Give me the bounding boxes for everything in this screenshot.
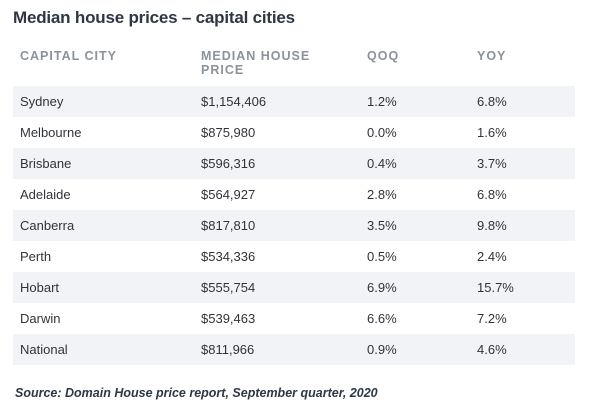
city-cell: Canberra xyxy=(20,218,75,233)
yoy-cell: 7.2% xyxy=(477,311,507,326)
table-row: Adelaide $564,927 2.8% 6.8% xyxy=(13,179,575,210)
column-header-yoy-text: YOY xyxy=(477,49,507,63)
table-row: Canberra $817,810 3.5% 9.8% xyxy=(13,210,575,241)
column-header-capital-city: CAPITAL CITY xyxy=(20,49,117,63)
price-cell: $596,316 xyxy=(201,156,256,171)
qoq-cell: 6.6% xyxy=(367,311,397,326)
column-header-qoq: QOQ xyxy=(367,49,399,63)
qoq-cell: 0.0% xyxy=(367,125,397,140)
table-header-row: CAPITAL CITY MEDIAN HOUSE PRICE QOQ YOY xyxy=(13,46,575,86)
table-row: Brisbane $596,316 0.4% 3.7% xyxy=(13,148,575,179)
yoy-cell: 1.6% xyxy=(477,125,507,140)
column-header-median-price-line1: MEDIAN HOUSE xyxy=(201,49,311,63)
table-row: Hobart $555,754 6.9% 15.7% xyxy=(13,272,575,303)
qoq-cell: 0.4% xyxy=(367,156,397,171)
qoq-cell: 0.5% xyxy=(367,249,397,264)
qoq-cell: 0.9% xyxy=(367,342,397,357)
city-cell: Sydney xyxy=(20,94,64,109)
qoq-cell: 3.5% xyxy=(367,218,397,233)
price-table: CAPITAL CITY MEDIAN HOUSE PRICE QOQ YOY … xyxy=(13,46,575,365)
column-header-median-house-price: MEDIAN HOUSE PRICE xyxy=(201,49,310,77)
price-cell: $534,336 xyxy=(201,249,256,264)
table-row: Melbourne $875,980 0.0% 1.6% xyxy=(13,117,575,148)
column-header-capital-city-text: CAPITAL CITY xyxy=(20,49,117,63)
table-row: Darwin $539,463 6.6% 7.2% xyxy=(13,303,575,334)
column-header-median-price-line2: PRICE xyxy=(201,63,245,77)
price-cell: $817,810 xyxy=(201,218,256,233)
column-header-yoy: YOY xyxy=(477,49,506,63)
table-row: National $811,966 0.9% 4.6% xyxy=(13,334,575,365)
qoq-cell: 1.2% xyxy=(367,94,397,109)
qoq-cell: 2.8% xyxy=(367,187,397,202)
city-cell: Brisbane xyxy=(20,156,72,171)
price-cell: $1,154,406 xyxy=(201,94,267,109)
table-row: Perth $534,336 0.5% 2.4% xyxy=(13,241,575,272)
yoy-cell: 2.4% xyxy=(477,249,507,264)
city-cell: Darwin xyxy=(20,311,61,326)
city-cell: Hobart xyxy=(20,280,60,295)
yoy-cell: 6.8% xyxy=(477,187,507,202)
price-cell: $875,980 xyxy=(201,125,256,140)
city-cell: Adelaide xyxy=(20,187,71,202)
yoy-cell: 4.6% xyxy=(477,342,507,357)
column-header-qoq-text: QOQ xyxy=(367,49,400,63)
table-row: Sydney $1,154,406 1.2% 6.8% xyxy=(13,86,575,117)
chart-title: Median house prices – capital cities xyxy=(13,8,295,27)
qoq-cell: 6.9% xyxy=(367,280,397,295)
price-cell: $539,463 xyxy=(201,311,256,326)
yoy-cell: 6.8% xyxy=(477,94,507,109)
source-note: Source: Domain House price report, Septe… xyxy=(15,386,378,400)
price-cell: $564,927 xyxy=(201,187,256,202)
city-cell: National xyxy=(20,342,68,357)
city-cell: Perth xyxy=(20,249,52,264)
price-cell: $811,966 xyxy=(201,342,255,357)
price-cell: $555,754 xyxy=(201,280,256,295)
yoy-cell: 9.8% xyxy=(477,218,507,233)
city-cell: Melbourne xyxy=(20,125,82,140)
yoy-cell: 3.7% xyxy=(477,156,507,171)
yoy-cell: 15.7% xyxy=(477,280,514,295)
